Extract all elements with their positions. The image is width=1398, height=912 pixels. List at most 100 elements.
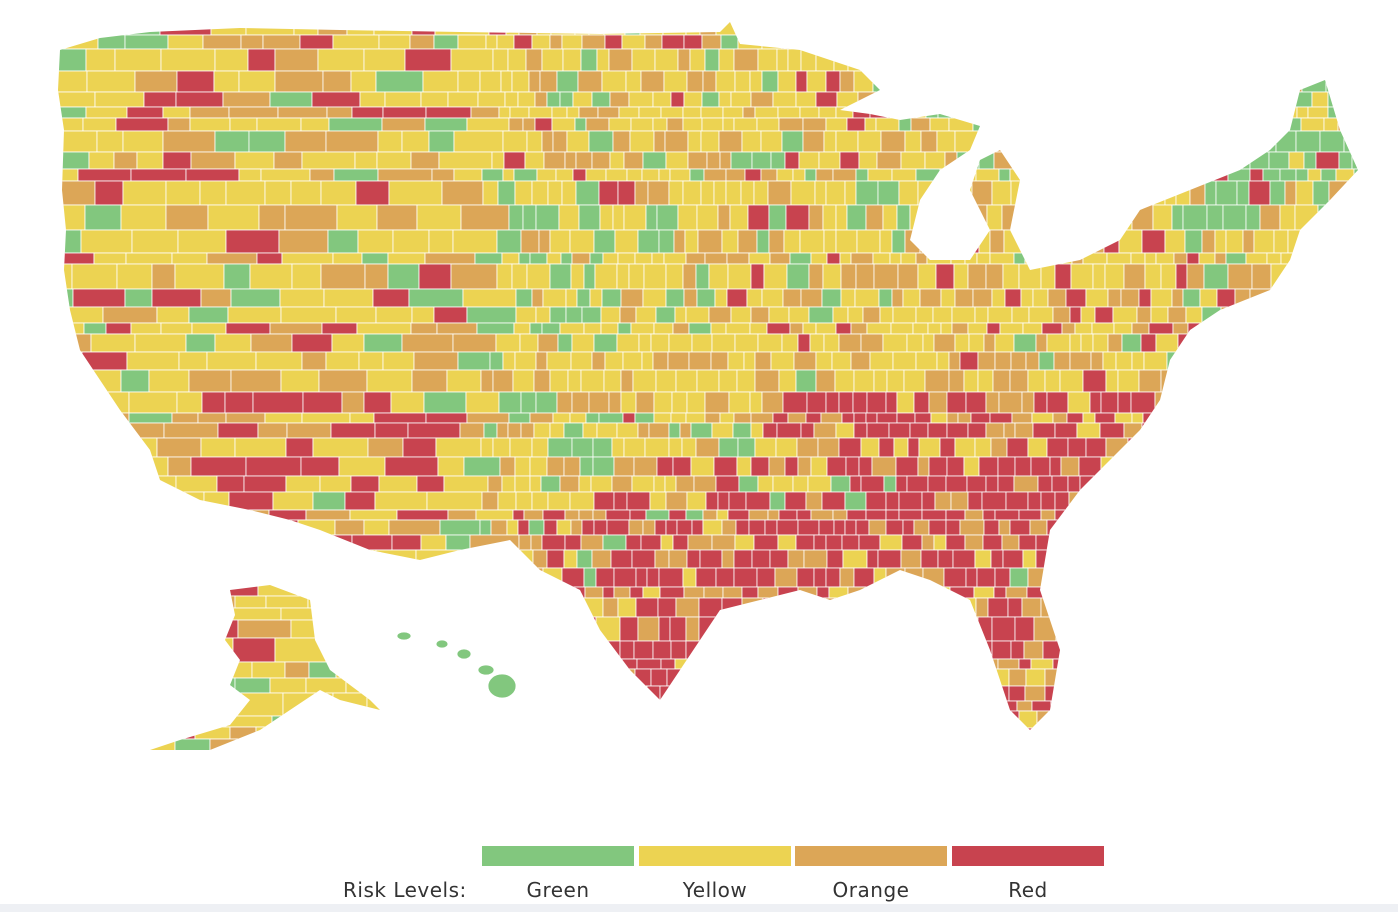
- county-cell[interactable]: [464, 567, 504, 588]
- county-cell[interactable]: [529, 322, 543, 335]
- county-cell[interactable]: [829, 18, 853, 36]
- county-cell[interactable]: [1016, 700, 1033, 712]
- county-cell[interactable]: [895, 456, 919, 477]
- county-cell[interactable]: [915, 252, 928, 265]
- county-cell[interactable]: [1337, 117, 1359, 132]
- county-cell[interactable]: [1215, 700, 1234, 712]
- county-cell[interactable]: [201, 519, 250, 536]
- county-cell[interactable]: [565, 306, 583, 324]
- county-cell[interactable]: [1268, 586, 1289, 599]
- county-cell[interactable]: [797, 18, 814, 36]
- county-cell[interactable]: [681, 437, 697, 458]
- county-cell[interactable]: [574, 18, 590, 36]
- county-cell[interactable]: [806, 70, 827, 93]
- county-cell[interactable]: [1296, 710, 1310, 729]
- county-cell[interactable]: [387, 263, 420, 290]
- county-cell[interactable]: [678, 710, 700, 729]
- county-cell[interactable]: [251, 661, 286, 679]
- county-cell[interactable]: [937, 549, 954, 569]
- county-cell[interactable]: [50, 567, 91, 588]
- county-cell[interactable]: [611, 437, 625, 458]
- county-cell[interactable]: [140, 715, 195, 728]
- county-cell[interactable]: [764, 700, 789, 712]
- county-cell[interactable]: [1363, 711, 1380, 728]
- county-cell[interactable]: [101, 685, 145, 702]
- county-cell[interactable]: [193, 715, 227, 728]
- county-cell[interactable]: [547, 437, 573, 458]
- county-cell[interactable]: [928, 519, 947, 536]
- county-cell[interactable]: [50, 700, 100, 712]
- county-cell[interactable]: [623, 437, 646, 458]
- county-cell[interactable]: [770, 151, 786, 170]
- county-cell[interactable]: [1027, 437, 1048, 458]
- county-cell[interactable]: [889, 252, 902, 265]
- county-cell[interactable]: [741, 586, 759, 599]
- county-cell[interactable]: [713, 456, 738, 477]
- county-cell[interactable]: [50, 34, 99, 50]
- county-cell[interactable]: [629, 130, 655, 153]
- county-cell[interactable]: [1047, 288, 1067, 308]
- county-cell[interactable]: [786, 263, 810, 290]
- county-cell[interactable]: [531, 491, 549, 511]
- county-cell[interactable]: [1111, 658, 1137, 670]
- county-cell[interactable]: [896, 391, 915, 414]
- county-cell[interactable]: [993, 151, 1014, 170]
- county-cell[interactable]: [514, 456, 531, 477]
- county-cell[interactable]: [1135, 658, 1150, 670]
- county-cell[interactable]: [1002, 91, 1017, 108]
- county-cell[interactable]: [102, 306, 158, 324]
- county-cell[interactable]: [148, 640, 182, 660]
- county-cell[interactable]: [1025, 168, 1041, 182]
- county-cell[interactable]: [1179, 668, 1205, 687]
- county-cell[interactable]: [989, 229, 1005, 254]
- county-cell[interactable]: [774, 567, 798, 588]
- county-cell[interactable]: [1008, 18, 1026, 36]
- county-cell[interactable]: [725, 180, 742, 206]
- county-cell[interactable]: [921, 534, 935, 551]
- county-cell[interactable]: [503, 710, 525, 729]
- county-cell[interactable]: [846, 509, 867, 521]
- county-cell[interactable]: [180, 640, 222, 660]
- county-cell[interactable]: [1153, 70, 1173, 93]
- county-cell[interactable]: [933, 534, 947, 551]
- county-cell[interactable]: [402, 437, 437, 458]
- county-cell[interactable]: [996, 685, 1010, 702]
- county-cell[interactable]: [578, 106, 599, 119]
- county-cell[interactable]: [1203, 117, 1229, 132]
- county-cell[interactable]: [734, 333, 759, 353]
- county-cell[interactable]: [140, 738, 176, 763]
- county-cell[interactable]: [977, 616, 993, 642]
- county-cell[interactable]: [704, 412, 721, 424]
- county-cell[interactable]: [803, 549, 828, 569]
- county-cell[interactable]: [1292, 685, 1314, 702]
- county-cell[interactable]: [1280, 117, 1302, 132]
- county-cell[interactable]: [922, 333, 935, 353]
- county-cell[interactable]: [721, 549, 735, 569]
- county-cell[interactable]: [959, 685, 974, 702]
- county-cell[interactable]: [89, 391, 130, 414]
- county-cell[interactable]: [694, 700, 718, 712]
- county-cell[interactable]: [482, 180, 499, 206]
- county-cell[interactable]: [515, 491, 533, 511]
- county-cell[interactable]: [1177, 333, 1203, 353]
- county-cell[interactable]: [165, 661, 191, 679]
- county-cell[interactable]: [1245, 567, 1262, 588]
- county-cell[interactable]: [583, 263, 596, 290]
- county-cell[interactable]: [587, 668, 613, 687]
- county-cell[interactable]: [629, 586, 644, 599]
- county-cell[interactable]: [943, 567, 967, 588]
- county-cell[interactable]: [376, 204, 418, 231]
- county-cell[interactable]: [733, 117, 758, 132]
- county-cell[interactable]: [920, 700, 935, 712]
- county-cell[interactable]: [725, 322, 751, 335]
- county-cell[interactable]: [1106, 252, 1132, 265]
- county-cell[interactable]: [788, 306, 810, 324]
- county-cell[interactable]: [1259, 549, 1277, 569]
- county-cell[interactable]: [50, 322, 85, 335]
- county-cell[interactable]: [1150, 597, 1169, 618]
- county-cell[interactable]: [1084, 509, 1109, 521]
- county-cell[interactable]: [925, 658, 940, 670]
- county-cell[interactable]: [1255, 597, 1274, 618]
- county-cell[interactable]: [362, 658, 390, 670]
- county-cell[interactable]: [1054, 263, 1072, 290]
